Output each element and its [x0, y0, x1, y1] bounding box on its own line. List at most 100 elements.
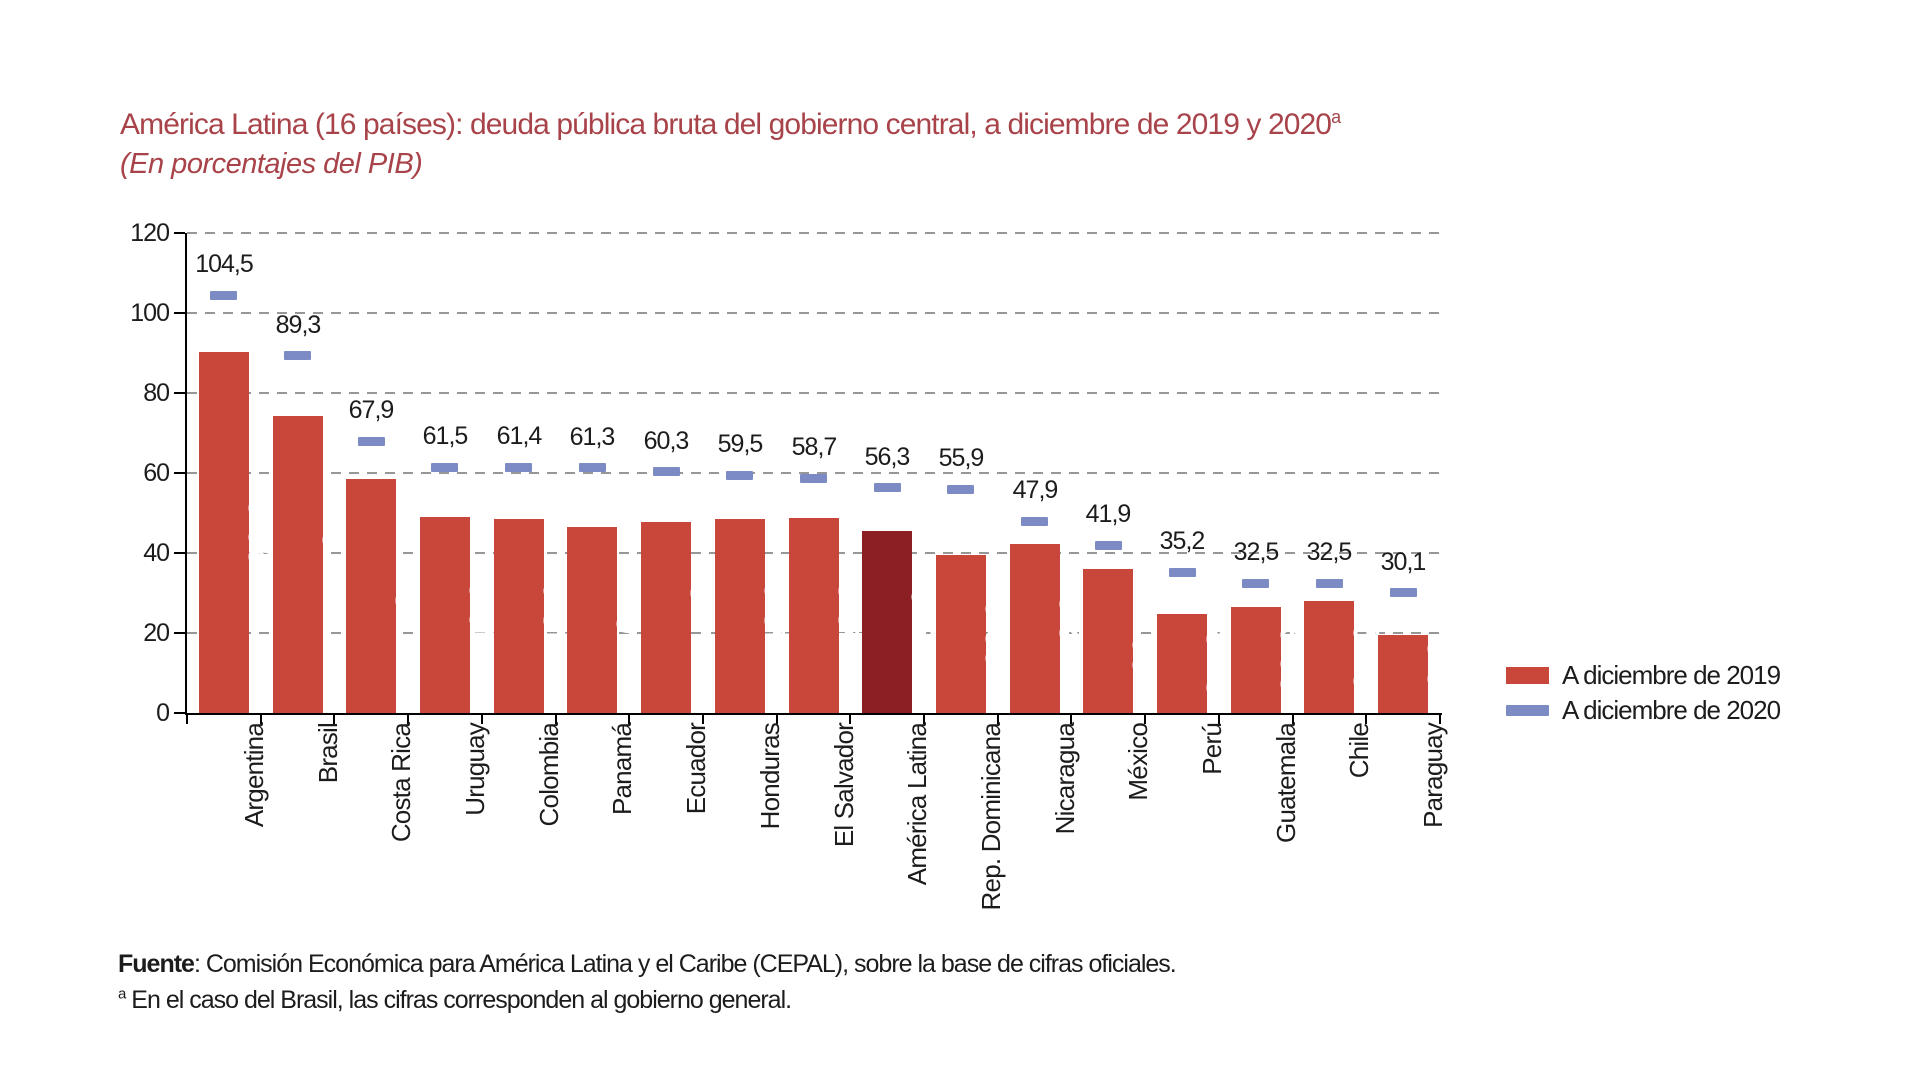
plot-area: 0 20 40 60 80 100 120 90,2 104,5 Argentina 74,3 89,…	[130, 219, 1461, 910]
x-axis-tick-15	[1292, 715, 1294, 724]
legend: A diciembre de 2019 A diciembre de 2020	[1506, 658, 1781, 728]
y-axis-label-100: 100	[130, 299, 170, 327]
dash-costa-rica	[358, 437, 385, 446]
figure-title: América Latina (16 países): deuda públic…	[120, 106, 1341, 144]
figure-subtitle: (En porcentajes del PIB)	[120, 148, 423, 180]
dash-colombia	[505, 463, 532, 472]
y-axis-label-0: 0	[156, 699, 170, 727]
dash-value-uruguay: 61,5	[422, 422, 469, 450]
dash-value-america-latina: 56,3	[864, 443, 911, 471]
x-label-peru: Perú	[1197, 723, 1227, 775]
dash-chile	[1316, 579, 1343, 588]
bar-paraguay	[1378, 635, 1428, 713]
x-label-el-salvador: El Salvador	[829, 723, 859, 848]
dash-mexico	[1095, 541, 1122, 550]
dash-value-chile: 32,5	[1306, 538, 1353, 566]
x-axis-tick-13	[1144, 715, 1146, 724]
x-axis-tick-14	[1218, 715, 1220, 724]
legend-label-2020: A diciembre de 2020	[1562, 695, 1781, 725]
gridline-80	[187, 392, 1440, 394]
dash-brasil	[284, 351, 311, 360]
bar-honduras	[715, 519, 765, 713]
x-label-colombia: Colombia	[534, 723, 564, 827]
footnote-text: En el caso del Brasil, las cifras corres…	[125, 986, 792, 1014]
y-axis-label-120: 120	[130, 219, 170, 247]
bar-nicaragua	[1010, 544, 1060, 713]
bar-value-paraguay: 19,6	[1420, 639, 1461, 709]
y-axis-label-20: 20	[143, 619, 170, 647]
bar-el-salvador	[789, 518, 839, 713]
y-axis-line	[185, 233, 187, 715]
x-label-guatemala: Guatemala	[1271, 723, 1301, 843]
dash-nicaragua	[1021, 517, 1048, 526]
dash-value-el-salvador: 58,7	[791, 433, 838, 461]
bar-guatemala	[1231, 607, 1281, 713]
x-label-paraguay: Paraguay	[1418, 723, 1448, 828]
bar-chile	[1304, 601, 1354, 713]
x-label-brasil: Brasil	[313, 723, 343, 784]
y-axis-tick-60	[174, 472, 185, 474]
y-axis-tick-20	[174, 632, 185, 634]
bar-argentina	[199, 352, 249, 713]
x-label-rep-dominicana: Rep. Dominicana	[976, 723, 1006, 911]
x-label-ecuador: Ecuador	[681, 723, 711, 815]
bar-costa-rica	[346, 479, 396, 713]
dash-guatemala	[1242, 579, 1269, 588]
bar-america-latina	[862, 531, 912, 713]
dash-america-latina	[874, 483, 901, 492]
y-axis-tick-80	[174, 392, 185, 394]
y-axis-label-80: 80	[143, 379, 170, 407]
x-label-mexico: México	[1123, 723, 1153, 801]
x-label-costa-rica: Costa Rica	[386, 723, 416, 843]
dash-value-rep-dominicana: 55,9	[938, 444, 985, 472]
y-axis-tick-120	[174, 232, 185, 234]
x-axis-tick-8	[776, 715, 778, 724]
footnote-marker: a	[118, 985, 126, 1003]
dash-el-salvador	[800, 474, 827, 483]
x-axis-tick-4	[481, 715, 483, 724]
x-label-chile: Chile	[1344, 723, 1374, 779]
dash-value-ecuador: 60,3	[643, 427, 690, 455]
x-axis-tick-11	[997, 715, 999, 724]
x-axis-tick-7	[702, 715, 704, 724]
dash-argentina	[210, 291, 237, 300]
dash-value-honduras: 59,5	[717, 430, 764, 458]
y-axis-label-40: 40	[143, 539, 170, 567]
source-label: Fuente	[118, 950, 195, 978]
legend-swatch-2020	[1506, 705, 1549, 716]
x-label-nicaragua: Nicaragua	[1050, 723, 1080, 835]
bar-brasil	[273, 416, 323, 713]
x-axis-tick-10	[923, 715, 925, 724]
dash-panama	[579, 463, 606, 472]
y-axis-label-60: 60	[143, 459, 170, 487]
source-line: Fuente: Comisión Económica para América …	[118, 950, 1177, 979]
legend-item-2019: A diciembre de 2019	[1506, 658, 1781, 693]
bar-peru	[1157, 614, 1207, 713]
footnote-line: a En el caso del Brasil, las cifras corr…	[118, 985, 792, 1015]
dash-value-guatemala: 32,5	[1233, 538, 1280, 566]
y-axis-tick-40	[174, 552, 185, 554]
dash-honduras	[726, 471, 753, 480]
x-axis-tick-9	[849, 715, 851, 724]
x-axis-tick-5	[555, 715, 557, 724]
x-label-panama: Panamá	[607, 723, 637, 816]
x-label-honduras: Honduras	[755, 723, 785, 830]
dash-value-peru: 35,2	[1159, 527, 1206, 555]
y-axis-tick-100	[174, 312, 185, 314]
x-label-uruguay: Uruguay	[460, 723, 490, 816]
bar-panama	[567, 527, 617, 713]
bar-mexico	[1083, 569, 1133, 713]
x-axis-tick-0	[186, 715, 188, 724]
x-axis-tick-12	[1070, 715, 1072, 724]
x-axis-tick-6	[628, 715, 630, 724]
dash-value-costa-rica: 67,9	[348, 396, 395, 424]
x-label-america-latina: América Latina	[902, 723, 932, 886]
bar-colombia	[494, 519, 544, 713]
x-label-argentina: Argentina	[239, 723, 269, 828]
source-text: : Comisión Económica para América Latina…	[193, 950, 1177, 978]
x-axis-tick-1	[260, 715, 262, 724]
dash-value-panama: 61,3	[569, 423, 616, 451]
legend-swatch-2019	[1506, 667, 1549, 684]
dash-value-paraguay: 30,1	[1380, 548, 1427, 576]
